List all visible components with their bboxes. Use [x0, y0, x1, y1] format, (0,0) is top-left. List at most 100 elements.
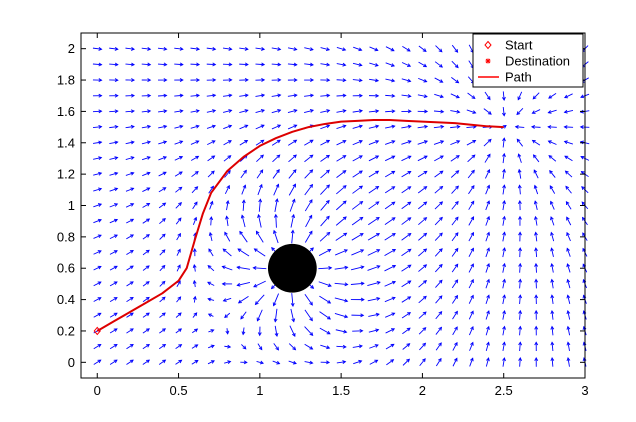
field-arrow-shaft [320, 140, 330, 146]
field-arrow-shaft [320, 63, 330, 66]
field-arrow-shaft [551, 342, 554, 352]
field-arrow-head [195, 140, 200, 144]
field-arrow-head [244, 109, 249, 113]
y-tick-label: 0.4 [57, 292, 75, 307]
field-arrow-shaft [468, 216, 474, 226]
field-arrow-shaft [159, 328, 166, 334]
field-arrow-head [161, 280, 166, 285]
field-arrow-head [360, 297, 365, 302]
field-arrow [401, 312, 412, 319]
field-arrow [450, 109, 461, 114]
field-arrow-head [162, 156, 168, 160]
field-arrow-shaft [304, 184, 313, 196]
field-arrow-head [534, 325, 539, 330]
field-arrow [93, 171, 103, 176]
field-arrow-head [534, 247, 538, 252]
field-arrow-shaft [466, 126, 476, 128]
field-arrow [93, 281, 102, 287]
field-arrow [190, 155, 200, 161]
field-arrow-head [342, 216, 347, 221]
field-arrow [142, 234, 150, 240]
field-arrow-shaft [418, 217, 427, 226]
field-arrow [222, 93, 233, 98]
field-arrow-shaft [272, 360, 280, 365]
field-arrow [549, 185, 556, 194]
field-arrow-head [145, 249, 150, 254]
field-arrow-head [177, 264, 181, 269]
field-arrow-head [392, 249, 397, 253]
field-arrow-shaft [319, 232, 330, 242]
field-arrow-shaft [336, 95, 346, 97]
field-arrow-head [292, 360, 297, 365]
field-arrow-head [97, 312, 102, 317]
field-arrow-head [114, 140, 119, 145]
field-arrow [256, 360, 265, 365]
field-arrow-shaft [258, 199, 261, 212]
field-arrow-head [163, 78, 168, 82]
field-arrow [336, 46, 347, 52]
field-arrow-shaft [551, 279, 554, 289]
field-arrow-shaft [434, 155, 444, 162]
field-arrow-shaft [109, 188, 118, 192]
field-arrow-head [407, 264, 412, 269]
field-arrow-shaft [519, 185, 521, 195]
field-arrow [305, 214, 313, 228]
field-arrow-shaft [450, 93, 460, 99]
field-arrow [534, 262, 539, 273]
field-arrow-head [391, 140, 396, 144]
field-arrow-head [439, 201, 444, 206]
field-arrow [351, 233, 364, 241]
field-arrow-shaft [352, 185, 363, 194]
field-arrow [222, 62, 233, 67]
field-arrow-head [293, 78, 298, 82]
field-arrow-head [130, 218, 135, 223]
field-arrow [174, 93, 184, 98]
field-arrow [109, 156, 119, 160]
field-arrow [109, 265, 118, 271]
field-arrow-shaft [255, 124, 265, 130]
field-arrow-shaft [175, 217, 182, 225]
field-arrow-head [486, 247, 490, 252]
field-arrow-shaft [125, 203, 134, 208]
obstacle-disk [267, 243, 317, 293]
field-arrow-head [161, 218, 166, 222]
field-arrow-shaft [451, 60, 459, 68]
field-arrow-head [237, 248, 242, 253]
field-arrow-shaft [175, 359, 182, 365]
field-arrow-head [534, 357, 539, 361]
field-arrow [304, 154, 314, 163]
field-arrow [288, 183, 296, 196]
field-arrow [224, 231, 231, 242]
field-arrow-shaft [401, 125, 412, 129]
field-arrow-shaft [192, 217, 197, 225]
field-arrow-head [550, 294, 555, 299]
field-arrow-shaft [369, 344, 379, 349]
field-arrow-shaft [368, 170, 379, 178]
field-arrow-head [563, 140, 568, 145]
field-arrow-head [98, 62, 103, 67]
field-arrow [141, 124, 152, 129]
field-arrow-shaft [519, 295, 521, 305]
field-arrow [418, 264, 428, 272]
field-arrow-shaft [566, 217, 572, 226]
field-arrow-head [293, 109, 298, 113]
field-arrow-head [179, 156, 184, 160]
field-arrow [159, 312, 166, 318]
field-arrow-head [438, 342, 442, 347]
field-arrow-head [406, 48, 411, 52]
field-arrow-head [177, 217, 182, 222]
field-arrow-shaft [368, 186, 379, 194]
field-arrow-head [502, 247, 506, 252]
field-arrow-shaft [304, 94, 314, 97]
field-arrow [336, 93, 347, 98]
field-arrow-head [327, 300, 332, 304]
field-arrow [336, 109, 347, 113]
field-arrow [563, 125, 574, 129]
field-arrow [367, 249, 381, 256]
field-arrow [433, 140, 445, 145]
field-arrow-shaft [485, 279, 490, 289]
field-arrow-head [518, 262, 523, 267]
field-arrow [417, 109, 429, 114]
field-arrow [468, 278, 474, 289]
field-arrow-head [277, 109, 282, 113]
